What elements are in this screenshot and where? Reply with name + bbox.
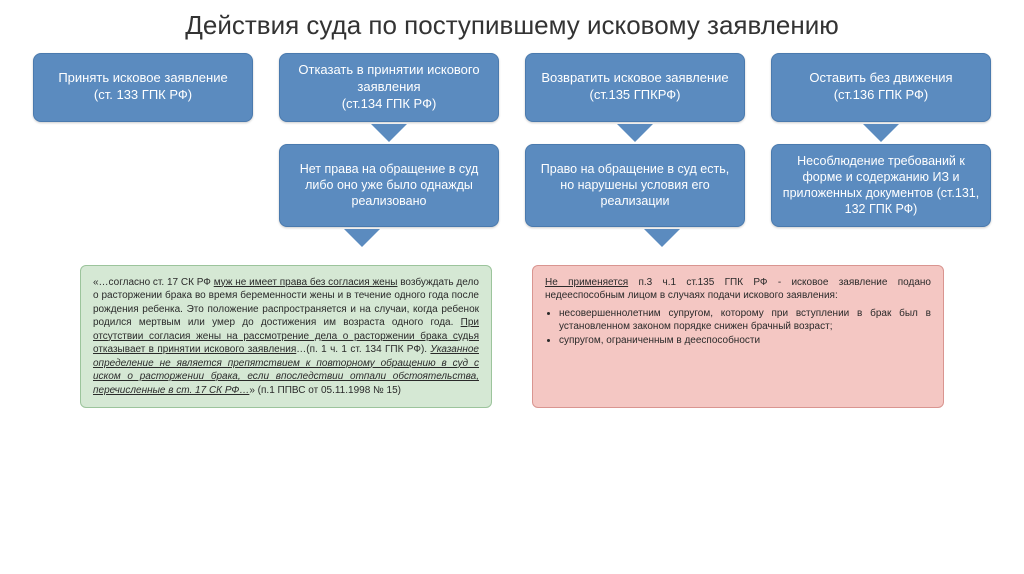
placeholder [33,144,253,227]
detail-row: «…согласно ст. 17 СК РФ муж не имеет пра… [0,265,1024,409]
box-form-violation: Несоблюдение требований к форме и содерж… [771,144,991,227]
detail-green-box: «…согласно ст. 17 СК РФ муж не имеет пра… [80,265,492,409]
box-refuse: Отказать в принятии искового заявления(с… [279,53,499,122]
arrow-icon [644,229,680,247]
arrow-icon [617,124,653,142]
arrow-icon [863,124,899,142]
arrow-icon [371,124,407,142]
box-return: Возвратить исковое заявление(ст.135 ГПКР… [525,53,745,122]
box-accept: Принять исковое заявление(ст. 133 ГПК РФ… [33,53,253,122]
mid-row: Нет права на обращение в суд либо оно уж… [0,144,1024,227]
green-text: «…согласно ст. 17 СК РФ муж не имеет пра… [93,277,479,396]
red-item: несовершеннолетним супругом, которому пр… [559,307,931,334]
red-item: супругом, ограниченным в дееспособности [559,334,931,348]
arrow-row-2 [0,227,1024,247]
box-leave: Оставить без движения(ст.136 ГПК РФ) [771,53,991,122]
detail-red-box: Не применяется п.3 ч.1 ст.135 ГПК РФ - и… [532,265,944,409]
top-row: Принять исковое заявление(ст. 133 ГПК РФ… [0,53,1024,122]
arrow-row-1 [0,122,1024,142]
box-no-right: Нет права на обращение в суд либо оно уж… [279,144,499,227]
red-lead: Не применяется п.3 ч.1 ст.135 ГПК РФ - и… [545,276,931,303]
page-title: Действия суда по поступившему исковому з… [0,0,1024,53]
box-right-violated: Право на обращение в суд есть, но наруше… [525,144,745,227]
arrow-icon [344,229,380,247]
